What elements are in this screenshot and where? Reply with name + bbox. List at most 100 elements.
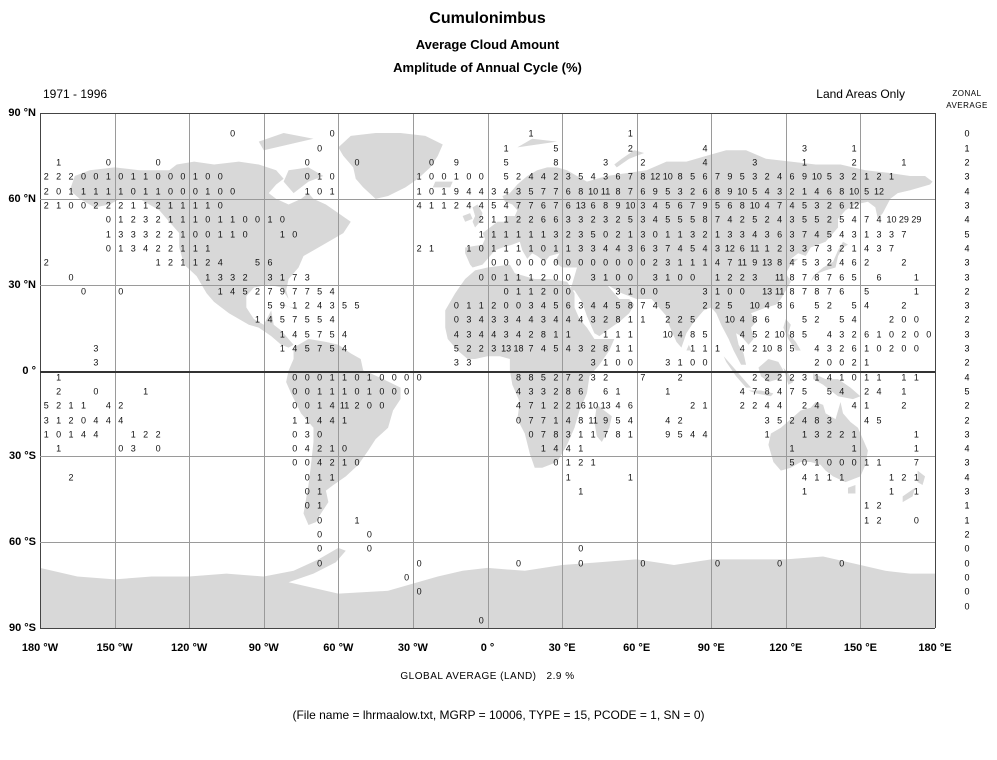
latitude-tick-label: 90 °N — [8, 107, 36, 119]
cell-value: 1 — [801, 186, 807, 197]
cell-value: 0 — [217, 200, 223, 211]
cell-value: 5 — [540, 372, 546, 383]
cell-value: 0 — [429, 157, 435, 168]
zonal-average-value: 0 — [964, 586, 970, 597]
cell-value: 1 — [56, 443, 62, 454]
cell-value: 3 — [118, 229, 124, 240]
cell-value: 7 — [901, 229, 907, 240]
cell-value: 0 — [155, 157, 161, 168]
cell-value: 0 — [851, 372, 857, 383]
cell-value: 1 — [329, 472, 335, 483]
cell-value: 3 — [752, 272, 758, 282]
cell-value: 7 — [640, 372, 646, 383]
longitude-tick-label: 120 °W — [171, 642, 208, 654]
cell-value: 5 — [615, 415, 621, 426]
cell-value: 2 — [466, 343, 472, 354]
cell-value: 2 — [702, 229, 708, 240]
cell-value: 4 — [652, 200, 658, 211]
cell-value: 1 — [130, 429, 136, 440]
cell-value: 4 — [615, 400, 621, 411]
cell-value: 4 — [714, 257, 720, 268]
cell-value: 6 — [851, 343, 857, 354]
cell-value: 0 — [317, 515, 323, 526]
cell-value: 1 — [205, 243, 211, 254]
cell-value: 2 — [317, 443, 323, 454]
land-tasmania — [847, 484, 856, 494]
cell-value: 4 — [565, 443, 571, 454]
cell-value: 2 — [851, 357, 857, 368]
cell-value: 0 — [180, 171, 186, 182]
land-japan — [810, 241, 848, 282]
cell-value: 0 — [292, 386, 298, 397]
cell-value: 7 — [540, 415, 546, 426]
cell-value: 5 — [789, 457, 795, 468]
cell-value: 5 — [777, 415, 783, 426]
cell-value: 0 — [540, 243, 546, 254]
cell-value: 7 — [317, 343, 323, 354]
cell-value: 3 — [627, 243, 633, 254]
cell-value: 1 — [627, 472, 633, 483]
cell-value: 1 — [279, 329, 285, 340]
cell-value: 1 — [851, 243, 857, 254]
cell-value: 1 — [615, 343, 621, 354]
cell-value: 2 — [68, 171, 74, 182]
cell-value: 6 — [615, 171, 621, 182]
cell-value: 0 — [242, 229, 248, 240]
cell-value: 4 — [478, 329, 484, 340]
cell-value: 5 — [354, 300, 360, 311]
zonal-average-value: 1 — [964, 143, 970, 154]
cell-value: 7 — [777, 200, 783, 211]
zonal-average-value: 3 — [964, 343, 970, 354]
cell-value: 2 — [739, 272, 745, 282]
cell-value: 0 — [155, 171, 161, 182]
cell-value: 5 — [267, 300, 273, 311]
cell-value: 2 — [354, 400, 360, 411]
cell-value: 0 — [615, 257, 621, 268]
cell-value: 1 — [105, 186, 111, 197]
cell-value: 4 — [416, 200, 422, 211]
cell-value: 0 — [366, 529, 372, 540]
cell-value: 1 — [478, 300, 484, 311]
cell-value: 3 — [503, 329, 509, 340]
cell-value: 1 — [814, 372, 820, 383]
cell-value: 3 — [466, 329, 472, 340]
cell-value: 13 — [762, 257, 773, 268]
cell-value: 1 — [553, 329, 559, 340]
cell-value: 1 — [528, 128, 534, 139]
zonal-average-value: 2 — [964, 286, 970, 297]
cell-value: 8 — [714, 186, 720, 197]
parallel-gridline — [40, 198, 935, 200]
cell-value: 0 — [304, 372, 310, 383]
cell-value: 0 — [342, 443, 348, 454]
cell-value: 1 — [155, 257, 161, 268]
cell-value: 2 — [590, 343, 596, 354]
longitude-tick-label: 150 °W — [96, 642, 133, 654]
cell-value: 2 — [68, 415, 74, 426]
cell-value: 0 — [192, 229, 198, 240]
cell-value: 2 — [603, 314, 609, 325]
cell-value: 0 — [640, 257, 646, 268]
cell-value: 0 — [379, 386, 385, 397]
cell-value: 0 — [168, 186, 174, 197]
cell-value: 8 — [615, 429, 621, 440]
cell-value: 7 — [304, 286, 310, 297]
zonal-average-value: 0 — [964, 543, 970, 554]
cell-value: 1 — [913, 429, 919, 440]
cell-value: 1 — [503, 272, 509, 282]
cell-value: 0 — [901, 343, 907, 354]
cell-value: 7 — [603, 429, 609, 440]
cell-value: 4 — [453, 329, 459, 340]
cell-value: 1 — [68, 429, 74, 440]
cell-value: 5 — [876, 415, 882, 426]
cell-value: 18 — [513, 343, 524, 354]
cell-value: 1 — [864, 357, 870, 368]
cell-value: 2 — [876, 500, 882, 511]
cell-value: 10 — [749, 200, 760, 211]
cell-value: 2 — [565, 229, 571, 240]
cell-value: 10 — [774, 329, 785, 340]
cell-value: 3 — [130, 229, 136, 240]
cell-value: 13 — [600, 400, 611, 411]
cell-value: 2 — [68, 472, 74, 483]
cell-value: 4 — [864, 415, 870, 426]
cell-value: 6 — [578, 386, 584, 397]
